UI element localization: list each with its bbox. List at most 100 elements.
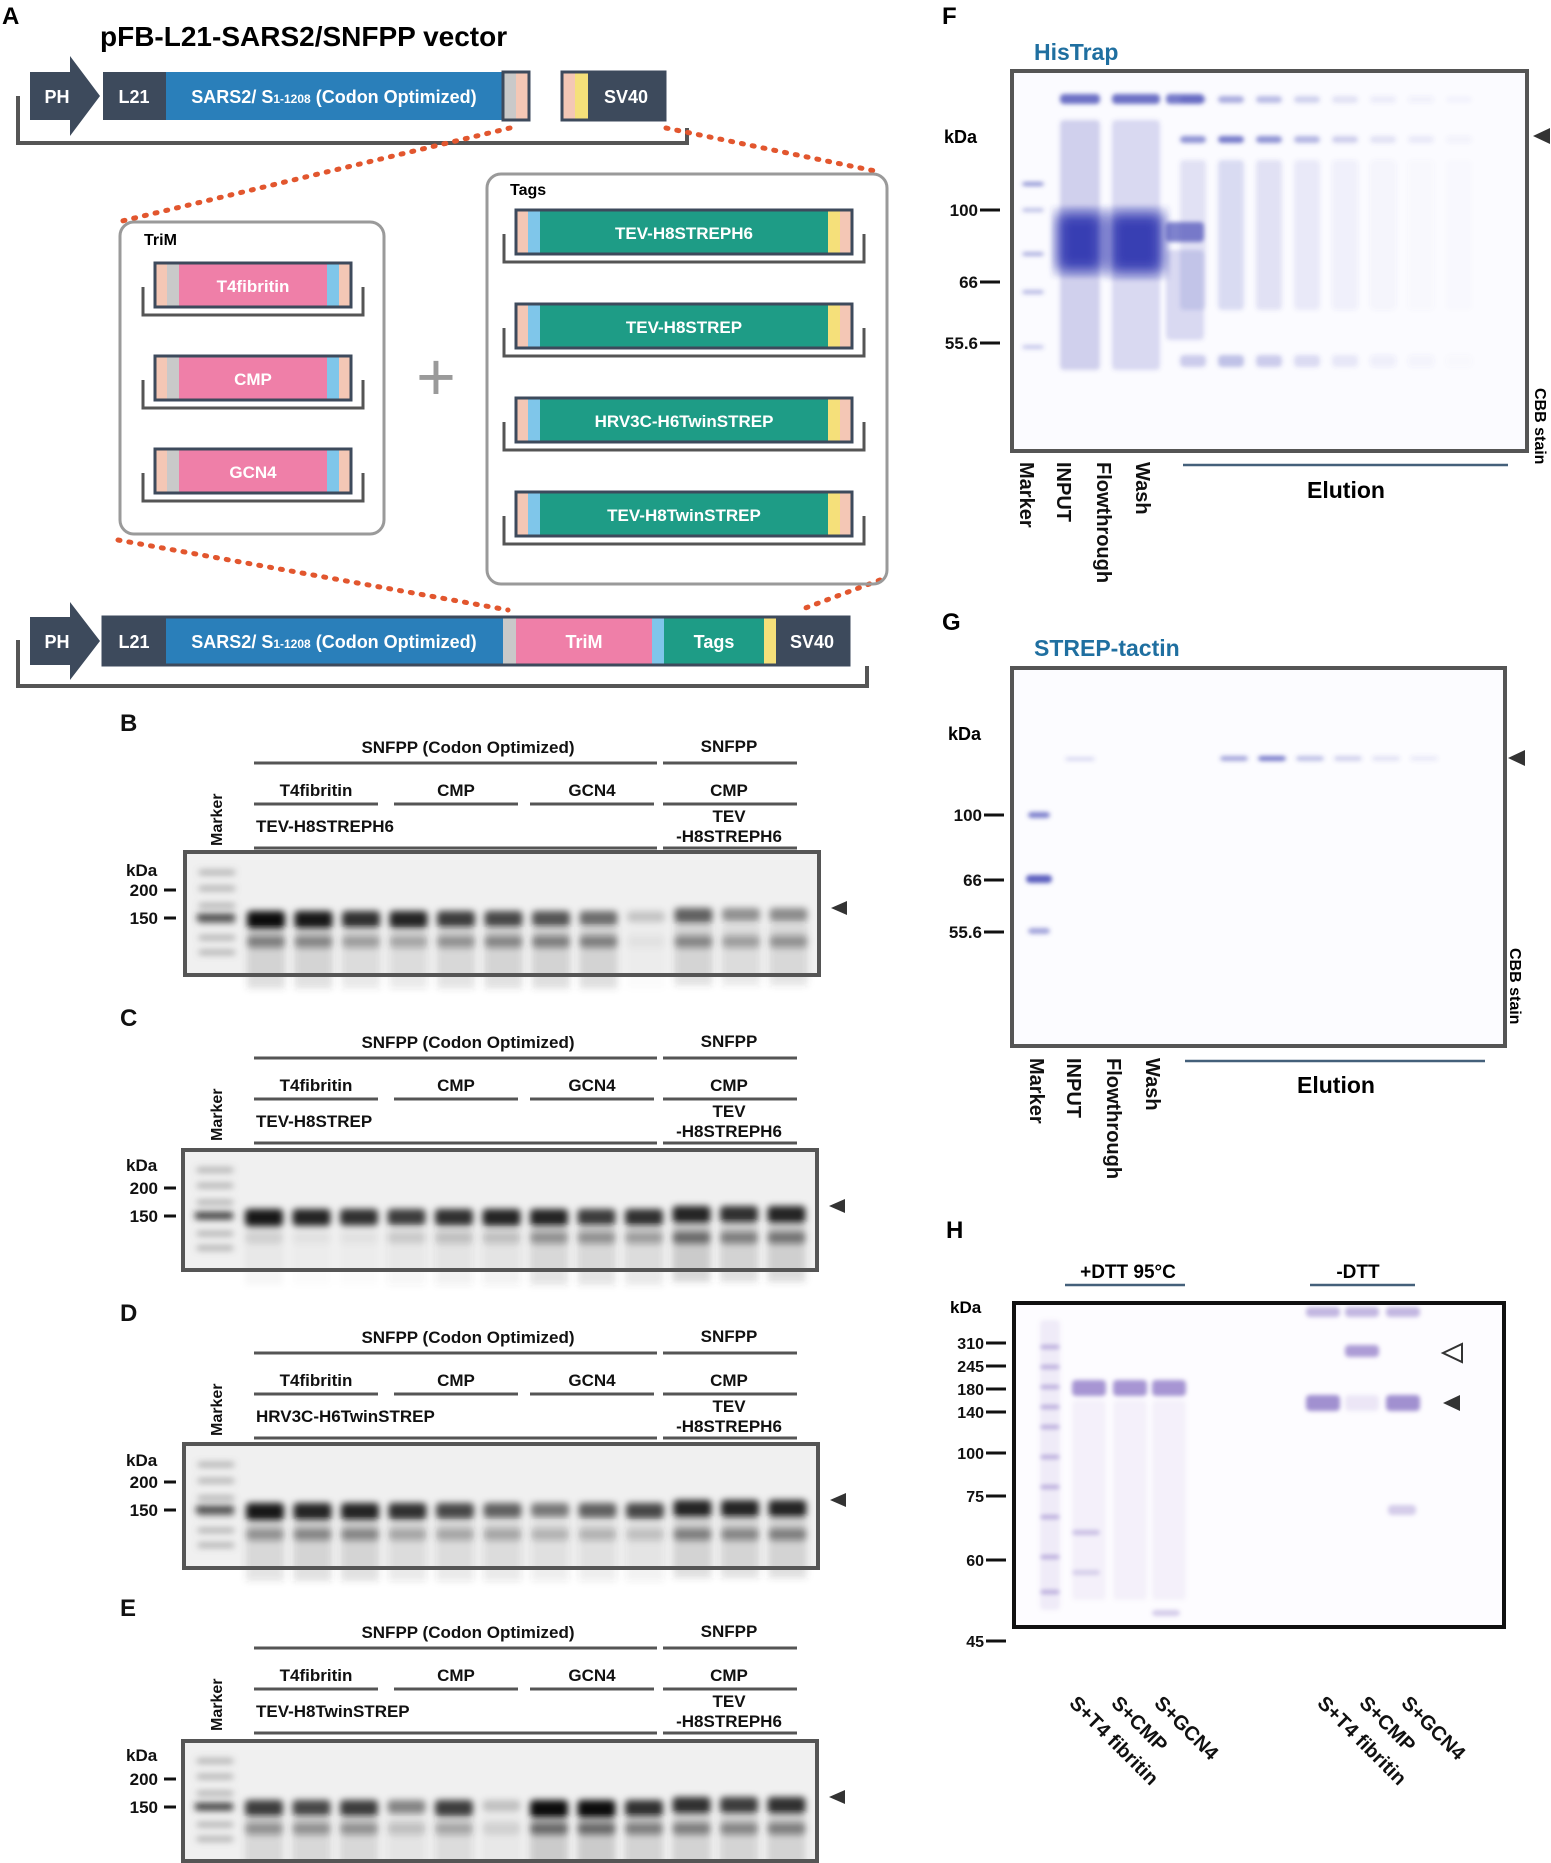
blot-1-band-7 bbox=[577, 1209, 616, 1225]
gel-h-nonreduced-top-2 bbox=[1386, 1307, 1420, 1317]
gel-g-arrowhead bbox=[1508, 750, 1525, 766]
panel-a-title: pFB-L21-SARS2/SNFPP vector bbox=[100, 21, 507, 52]
blot-1-smear-6 bbox=[530, 1225, 568, 1285]
gel-h-arrowhead bbox=[1443, 1395, 1460, 1411]
trim-module-cmp-label: CMP bbox=[234, 370, 272, 389]
blot-0-letter: B bbox=[120, 710, 137, 737]
blot-0-marker-200: 200 bbox=[130, 881, 158, 900]
blot-3-marker-200: 200 bbox=[130, 1770, 158, 1789]
tag-module-1-border bbox=[514, 302, 854, 350]
trim-module-t4fibritin-loop bbox=[141, 287, 365, 317]
blot-0-arrowhead bbox=[831, 901, 847, 915]
tag-module-0-body bbox=[540, 210, 828, 254]
blot-0-lowband-8 bbox=[627, 935, 665, 948]
vector-bottom-loop bbox=[16, 640, 869, 688]
tag-module-3-border bbox=[514, 490, 854, 538]
blot-3-construct-1: CMP bbox=[437, 1666, 475, 1685]
blot-1-marker-150: 150 bbox=[130, 1207, 158, 1226]
trim-module-gcn4-loop bbox=[141, 473, 365, 503]
gel-h-marker-4: 100 bbox=[957, 1446, 984, 1463]
gel-f-elution-low-4 bbox=[1332, 355, 1358, 367]
blot-panel-e: E SNFPP (Codon Optimized) SNFPP T4fibritin C… bbox=[120, 1595, 845, 1863]
tags-block bbox=[664, 617, 764, 665]
tag-module-0-cap-right bbox=[840, 210, 852, 254]
vector-top: PH L21 SARS2/ S1-1208 (Codon Optimized) … bbox=[16, 56, 689, 145]
gel-f-elution-low-6 bbox=[1408, 355, 1434, 367]
blot-0-band-7 bbox=[579, 911, 618, 926]
blot-3-smear-2 bbox=[340, 1816, 378, 1863]
gel-f-elution-smear-5 bbox=[1370, 160, 1396, 310]
gel-f-ladder-1 bbox=[1022, 208, 1044, 212]
linker-peach-2 bbox=[562, 72, 575, 120]
gel-f-elution-top-0 bbox=[1180, 96, 1206, 103]
blot-3-ladder-0 bbox=[197, 1759, 233, 1763]
blot-1-ladder-4 bbox=[197, 1231, 233, 1236]
tag-module-3-cap-right bbox=[840, 492, 852, 536]
gel-f-elution-top-6 bbox=[1408, 96, 1434, 103]
blot-3-arrowhead bbox=[829, 1790, 845, 1804]
gel-f-ladder-4 bbox=[1022, 345, 1044, 349]
blot-3-smear-0 bbox=[245, 1816, 283, 1863]
linker-peach bbox=[516, 72, 529, 120]
gel-g-elution-band-4 bbox=[1372, 756, 1400, 761]
blot-1-band-10 bbox=[720, 1206, 758, 1223]
blot-2-ladder-4 bbox=[198, 1528, 234, 1533]
blot-2-band-11 bbox=[768, 1500, 807, 1517]
trim-module-t4fibritin-label: T4fibritin bbox=[217, 277, 290, 296]
blot-3-cmp-label: CMP bbox=[710, 1666, 748, 1685]
gel-f-elution-top-1 bbox=[1218, 96, 1244, 103]
panel-f-kda: kDa bbox=[944, 127, 978, 147]
blot-0-kda: kDa bbox=[126, 861, 158, 880]
blot-0-smear-3 bbox=[389, 927, 428, 989]
panel-g: G STREP-tactin kDa 100 66 55.6 Marker INPUT F… bbox=[942, 609, 1525, 1179]
panel-f-stain: CBB stain bbox=[1531, 388, 1548, 464]
blot-2-tag-label: HRV3C-H6TwinSTREP bbox=[256, 1407, 435, 1426]
blot-3-smear-9 bbox=[672, 1813, 711, 1863]
tags-group-label: Tags bbox=[510, 182, 546, 199]
tag-module-1-loop bbox=[502, 328, 866, 358]
gel-h-nonreduced-band-2 bbox=[1386, 1395, 1420, 1411]
blot-2-band-8 bbox=[626, 1503, 664, 1519]
gel-f-lane-1: INPUT bbox=[1052, 462, 1074, 522]
trim-module-gcn4-cap-right bbox=[339, 449, 351, 493]
gel-g-ladder-100 bbox=[1028, 812, 1050, 818]
blot-1-lowband-0 bbox=[245, 1231, 283, 1244]
panel-h-kda: kDa bbox=[950, 1298, 982, 1317]
gel-f-lane-0: Marker bbox=[1015, 462, 1037, 528]
gel-f-elution-label: Elution bbox=[1307, 477, 1385, 503]
tag-module-0-loop bbox=[502, 234, 866, 264]
tag-module-0-linker-right bbox=[828, 210, 840, 254]
gel-f-elution-arrow-band-2 bbox=[1256, 136, 1282, 143]
gel-f-elution-low-5 bbox=[1370, 355, 1396, 367]
gel-h-marker-1: 245 bbox=[957, 1359, 984, 1376]
blot-3-band-2 bbox=[340, 1800, 378, 1816]
gel-g-lane-3: Wash bbox=[1141, 1058, 1163, 1111]
gel-f-elution-smear-4 bbox=[1332, 160, 1358, 310]
trim-module-gcn4-body bbox=[179, 449, 327, 493]
blot-0-band-8 bbox=[627, 911, 665, 923]
blot-0-marker-150: 150 bbox=[130, 909, 158, 928]
gel-f-elution-smear-3 bbox=[1294, 160, 1320, 310]
blot-2-tev2: -H8STREPH6 bbox=[676, 1417, 782, 1436]
blot-0-smear-4 bbox=[437, 927, 475, 989]
tag-module-0-cap-left bbox=[516, 210, 528, 254]
blot-0-smear-7 bbox=[579, 927, 618, 989]
blot-3-snfpp-label: SNFPP bbox=[701, 1622, 758, 1641]
gel-g-marker-0: 100 bbox=[954, 806, 982, 825]
blot-2-kda: kDa bbox=[126, 1451, 158, 1470]
gel-f-bands bbox=[1022, 94, 1472, 370]
blot-0-marker-label: Marker bbox=[209, 794, 226, 846]
panel-h-letter: H bbox=[946, 1217, 963, 1244]
gel-f-elution-arrow-band-1 bbox=[1218, 136, 1244, 143]
blot-2-marker-label: Marker bbox=[209, 1384, 226, 1436]
gel-h-nonreduced-band-0 bbox=[1306, 1395, 1340, 1411]
panel-a-letter: A bbox=[2, 3, 19, 30]
gel-g-bg bbox=[1012, 668, 1505, 1046]
gel-h-ladder-smear bbox=[1040, 1320, 1060, 1610]
blot-panel-c: C SNFPP (Codon Optimized) SNFPP T4fibritin C… bbox=[120, 1005, 845, 1285]
gel-f-elution-top-7 bbox=[1446, 96, 1472, 103]
blot-2-band-5 bbox=[483, 1503, 522, 1518]
gel-g-elution-band-2 bbox=[1296, 756, 1324, 761]
gel-g-marker-1: 66 bbox=[963, 871, 982, 890]
